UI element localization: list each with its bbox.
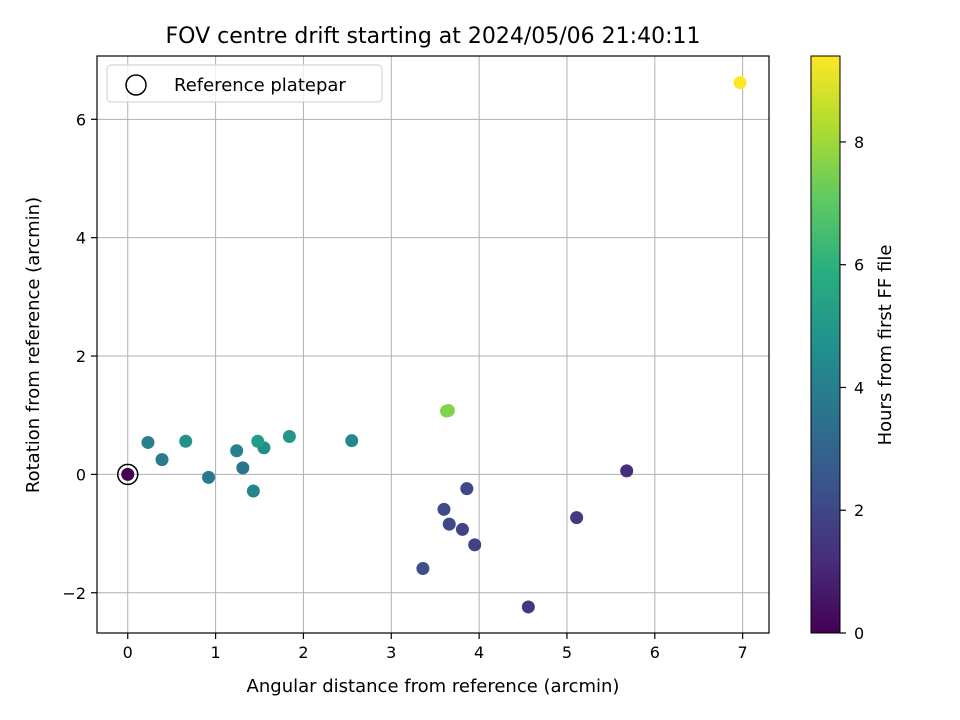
legend-marker-open-circle bbox=[125, 74, 147, 96]
legend-box bbox=[106, 64, 383, 103]
y-axis-ticks: −2 0 2 4 6 bbox=[62, 110, 97, 603]
plot-frame bbox=[96, 55, 770, 634]
data-point bbox=[236, 461, 250, 475]
data-point bbox=[460, 482, 474, 496]
data-point bbox=[155, 453, 169, 467]
x-tick-label: 3 bbox=[386, 643, 396, 662]
legend-label-reference-platepar: Reference platepar bbox=[174, 75, 346, 96]
data-point bbox=[416, 561, 430, 575]
colorbar-ticks: 0 2 4 6 8 bbox=[840, 133, 864, 643]
colorbar-tick-label: 2 bbox=[854, 501, 864, 520]
data-point bbox=[141, 435, 155, 449]
data-point bbox=[121, 467, 135, 481]
data-point bbox=[521, 600, 535, 614]
x-tick-label: 1 bbox=[210, 643, 220, 662]
x-tick-label: 0 bbox=[123, 643, 133, 662]
data-point bbox=[570, 511, 584, 525]
data-point bbox=[620, 464, 634, 478]
colorbar: 0 2 4 6 8 Hours from first FF file bbox=[810, 55, 896, 643]
colorbar-tick-label: 6 bbox=[854, 256, 864, 275]
data-point bbox=[437, 502, 451, 516]
reference-marker bbox=[116, 463, 139, 486]
y-tick-label: 4 bbox=[76, 229, 86, 248]
grid-lines bbox=[97, 56, 769, 633]
x-tick-label: 6 bbox=[650, 643, 660, 662]
colorbar-gradient bbox=[810, 55, 841, 634]
x-tick-label: 4 bbox=[474, 643, 484, 662]
data-point bbox=[282, 430, 296, 444]
data-point bbox=[230, 444, 244, 458]
data-point bbox=[442, 517, 456, 531]
x-tick-label: 7 bbox=[738, 643, 748, 662]
colorbar-tick-label: 4 bbox=[854, 378, 864, 397]
y-tick-label: 0 bbox=[76, 465, 86, 484]
chart-title: FOV centre drift starting at 2024/05/06 … bbox=[166, 24, 701, 49]
y-tick-label: 2 bbox=[76, 347, 86, 366]
y-tick-label: 6 bbox=[76, 110, 86, 129]
data-point bbox=[468, 538, 482, 552]
colorbar-label: Hours from first FF file bbox=[875, 245, 896, 446]
data-point bbox=[441, 403, 455, 417]
data-point bbox=[246, 484, 260, 498]
data-point bbox=[179, 434, 193, 448]
y-axis-label: Rotation from reference (arcmin) bbox=[23, 197, 44, 493]
colorbar-tick-label: 0 bbox=[854, 624, 864, 643]
legend: Reference platepar bbox=[106, 64, 383, 103]
colorbar-tick-label: 8 bbox=[854, 133, 864, 152]
data-point bbox=[251, 434, 265, 448]
x-tick-label: 2 bbox=[298, 643, 308, 662]
x-tick-label: 5 bbox=[562, 643, 572, 662]
x-axis-ticks: 0 1 2 3 4 5 6 7 bbox=[123, 633, 748, 662]
x-axis-label: Angular distance from reference (arcmin) bbox=[247, 676, 620, 697]
data-points bbox=[116, 76, 747, 614]
y-tick-label: −2 bbox=[62, 584, 86, 603]
data-point bbox=[202, 470, 216, 484]
data-point bbox=[455, 522, 469, 536]
data-point bbox=[733, 76, 747, 90]
data-point bbox=[345, 434, 359, 448]
